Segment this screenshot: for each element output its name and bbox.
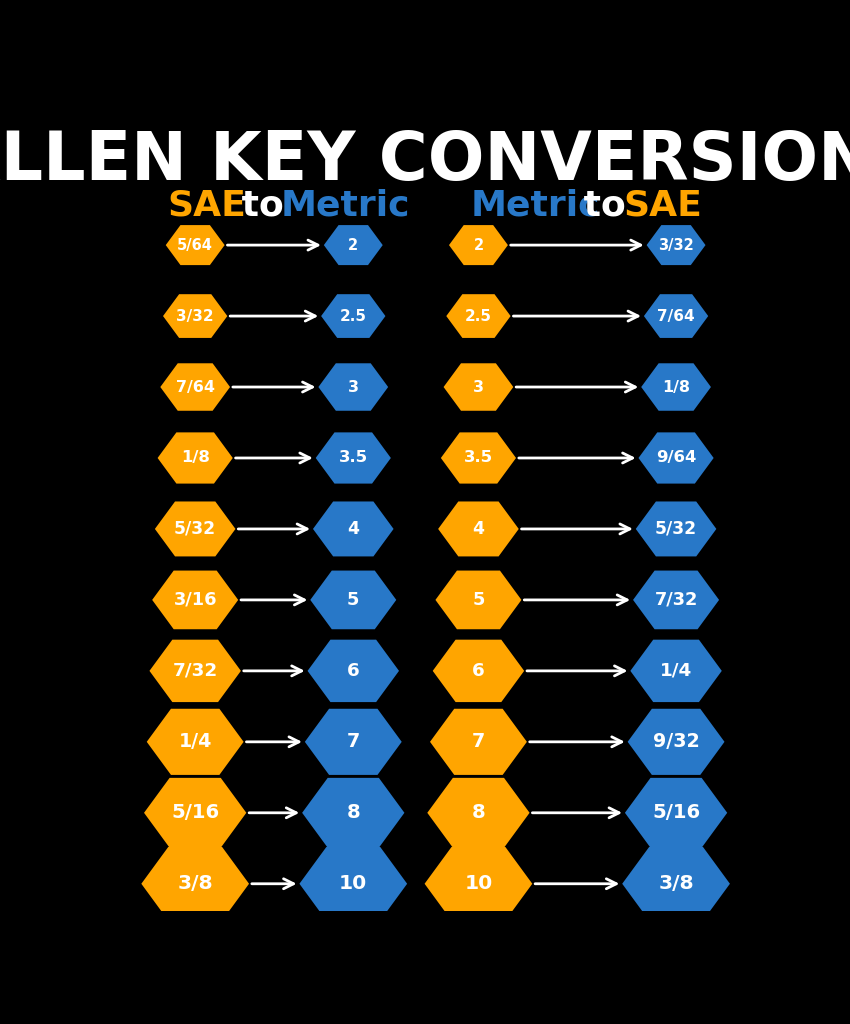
Polygon shape bbox=[305, 709, 402, 775]
Text: 7/32: 7/32 bbox=[654, 591, 698, 609]
Text: 1/8: 1/8 bbox=[181, 451, 210, 466]
Text: 7/64: 7/64 bbox=[176, 380, 215, 394]
Text: 2.5: 2.5 bbox=[340, 308, 367, 324]
Polygon shape bbox=[147, 709, 244, 775]
Text: 3/8: 3/8 bbox=[178, 874, 213, 893]
Polygon shape bbox=[636, 502, 717, 556]
Polygon shape bbox=[435, 570, 521, 630]
Text: Metric: Metric bbox=[470, 188, 600, 222]
Polygon shape bbox=[625, 778, 728, 848]
Text: 3.5: 3.5 bbox=[464, 451, 493, 466]
Text: 1/4: 1/4 bbox=[178, 732, 212, 752]
Polygon shape bbox=[308, 640, 399, 702]
Text: 2: 2 bbox=[473, 238, 484, 253]
Text: ALLEN KEY CONVERSIONS: ALLEN KEY CONVERSIONS bbox=[0, 128, 850, 194]
Polygon shape bbox=[647, 225, 706, 265]
Text: to: to bbox=[229, 188, 296, 222]
Polygon shape bbox=[441, 432, 516, 483]
Polygon shape bbox=[302, 778, 405, 848]
Text: 5: 5 bbox=[473, 591, 484, 609]
Polygon shape bbox=[319, 364, 388, 411]
Text: 3: 3 bbox=[348, 380, 359, 394]
Text: 6: 6 bbox=[472, 662, 484, 680]
Polygon shape bbox=[446, 294, 511, 338]
Polygon shape bbox=[313, 502, 394, 556]
Polygon shape bbox=[144, 778, 246, 848]
Polygon shape bbox=[428, 778, 530, 848]
Text: 4: 4 bbox=[473, 520, 484, 538]
Polygon shape bbox=[315, 432, 391, 483]
Text: 1/8: 1/8 bbox=[662, 380, 690, 394]
Text: 9/64: 9/64 bbox=[656, 451, 696, 466]
Polygon shape bbox=[627, 709, 724, 775]
Polygon shape bbox=[166, 225, 224, 265]
Polygon shape bbox=[430, 709, 527, 775]
Polygon shape bbox=[321, 294, 385, 338]
Text: SAE: SAE bbox=[167, 188, 246, 222]
Text: 9/32: 9/32 bbox=[653, 732, 700, 752]
Text: 5/16: 5/16 bbox=[171, 803, 219, 822]
Text: 3/8: 3/8 bbox=[658, 874, 694, 893]
Text: SAE: SAE bbox=[623, 188, 702, 222]
Polygon shape bbox=[324, 225, 382, 265]
Text: 8: 8 bbox=[472, 803, 485, 822]
Polygon shape bbox=[638, 432, 714, 483]
Text: 3/16: 3/16 bbox=[173, 591, 217, 609]
Text: 1/4: 1/4 bbox=[660, 662, 692, 680]
Polygon shape bbox=[155, 502, 235, 556]
Text: 3.5: 3.5 bbox=[338, 451, 368, 466]
Text: 7/64: 7/64 bbox=[657, 308, 695, 324]
Text: 7: 7 bbox=[347, 732, 360, 752]
Polygon shape bbox=[141, 847, 249, 921]
Text: Metric: Metric bbox=[280, 188, 411, 222]
Polygon shape bbox=[299, 847, 407, 921]
Text: 3/32: 3/32 bbox=[176, 308, 214, 324]
Text: 5/32: 5/32 bbox=[655, 520, 697, 538]
Polygon shape bbox=[150, 640, 241, 702]
Text: 7: 7 bbox=[472, 732, 485, 752]
Polygon shape bbox=[444, 364, 513, 411]
Polygon shape bbox=[433, 640, 524, 702]
Polygon shape bbox=[438, 502, 518, 556]
Text: 2: 2 bbox=[348, 238, 359, 253]
Text: 4: 4 bbox=[348, 520, 360, 538]
Text: 7/32: 7/32 bbox=[173, 662, 218, 680]
Polygon shape bbox=[152, 570, 238, 630]
Polygon shape bbox=[449, 225, 508, 265]
Text: 5: 5 bbox=[347, 591, 360, 609]
Text: 10: 10 bbox=[339, 874, 367, 893]
Text: 6: 6 bbox=[347, 662, 360, 680]
Polygon shape bbox=[163, 294, 227, 338]
Text: 8: 8 bbox=[347, 803, 360, 822]
Text: 5/16: 5/16 bbox=[652, 803, 700, 822]
Text: 5/64: 5/64 bbox=[178, 238, 213, 253]
Polygon shape bbox=[631, 640, 722, 702]
Text: 3/32: 3/32 bbox=[658, 238, 694, 253]
Text: 3: 3 bbox=[473, 380, 484, 394]
Text: to: to bbox=[570, 188, 638, 222]
Text: 5/32: 5/32 bbox=[174, 520, 216, 538]
Text: 2.5: 2.5 bbox=[465, 308, 492, 324]
Polygon shape bbox=[622, 847, 730, 921]
Polygon shape bbox=[641, 364, 711, 411]
Polygon shape bbox=[633, 570, 719, 630]
Polygon shape bbox=[310, 570, 396, 630]
Text: 10: 10 bbox=[464, 874, 492, 893]
Polygon shape bbox=[157, 432, 233, 483]
Polygon shape bbox=[161, 364, 230, 411]
Polygon shape bbox=[425, 847, 532, 921]
Polygon shape bbox=[644, 294, 708, 338]
